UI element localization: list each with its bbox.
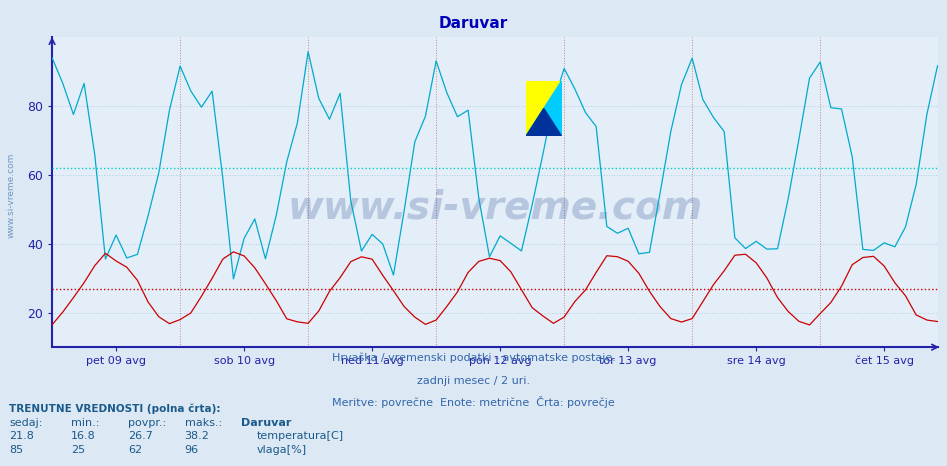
Text: 96: 96 (185, 445, 199, 455)
Text: 85: 85 (9, 445, 24, 455)
Text: vlaga[%]: vlaga[%] (257, 445, 307, 455)
Text: www.si-vreme.com: www.si-vreme.com (287, 189, 703, 227)
Text: min.:: min.: (71, 418, 99, 428)
Text: Daruvar: Daruvar (241, 418, 292, 428)
Text: 16.8: 16.8 (71, 431, 96, 441)
Text: povpr.:: povpr.: (128, 418, 166, 428)
Text: sedaj:: sedaj: (9, 418, 43, 428)
Polygon shape (526, 81, 562, 137)
Text: Hrvaška / vremenski podatki - avtomatske postaje.: Hrvaška / vremenski podatki - avtomatske… (331, 353, 616, 363)
Text: Daruvar: Daruvar (438, 16, 509, 31)
Text: temperatura[C]: temperatura[C] (257, 431, 344, 441)
Text: 25: 25 (71, 445, 85, 455)
Text: 26.7: 26.7 (128, 431, 152, 441)
Polygon shape (526, 109, 562, 137)
Text: www.si-vreme.com: www.si-vreme.com (7, 153, 16, 239)
Text: maks.:: maks.: (185, 418, 222, 428)
Text: TRENUTNE VREDNOSTI (polna črta):: TRENUTNE VREDNOSTI (polna črta): (9, 404, 221, 414)
Text: 62: 62 (128, 445, 142, 455)
Text: 21.8: 21.8 (9, 431, 34, 441)
Text: zadnji mesec / 2 uri.: zadnji mesec / 2 uri. (417, 376, 530, 385)
Text: Meritve: povrečne  Enote: metrične  Črta: povrečje: Meritve: povrečne Enote: metrične Črta: … (332, 396, 615, 408)
Text: 38.2: 38.2 (185, 431, 209, 441)
Polygon shape (526, 81, 562, 137)
